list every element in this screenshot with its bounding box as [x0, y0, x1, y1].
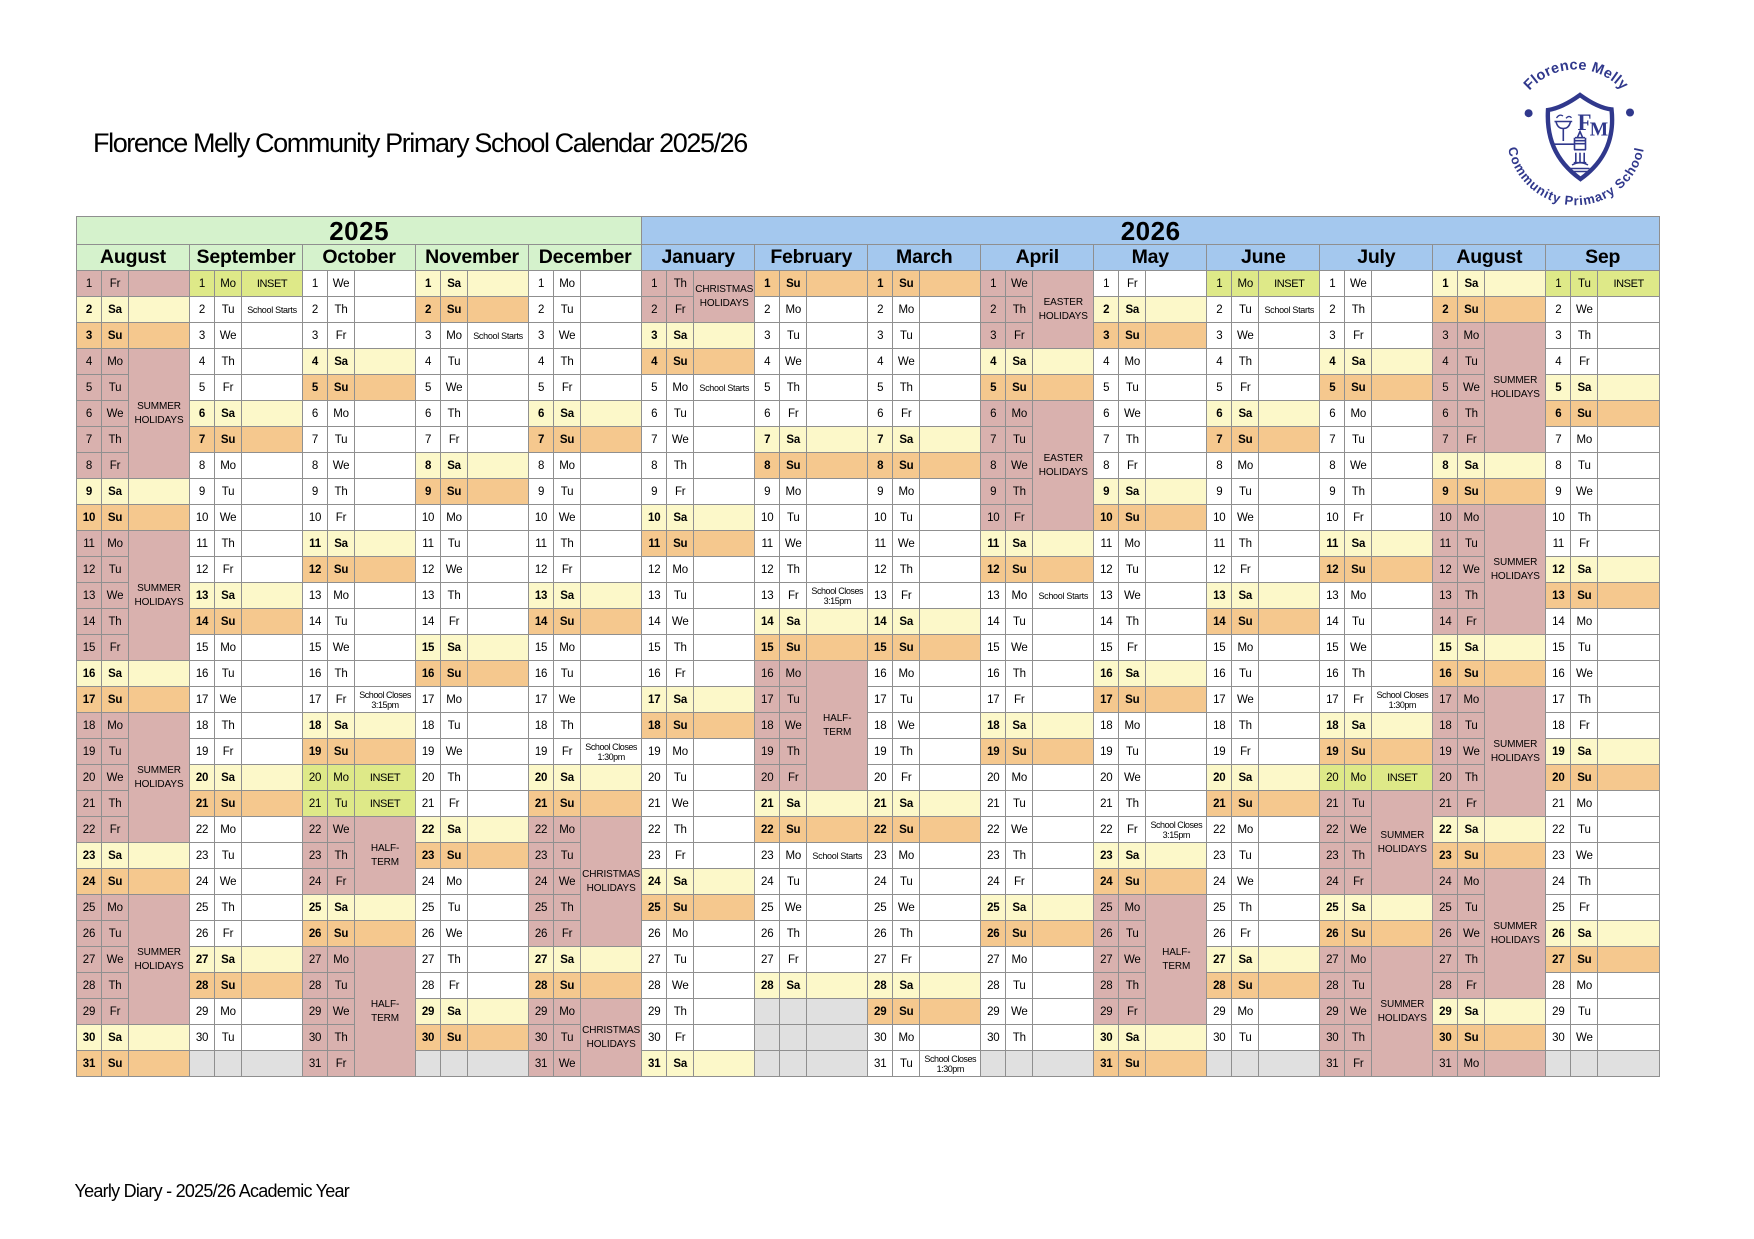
svg-text:F: F: [1577, 110, 1591, 135]
svg-text:M: M: [1590, 119, 1608, 140]
svg-text:Florence Melly: Florence Melly: [1521, 57, 1631, 93]
